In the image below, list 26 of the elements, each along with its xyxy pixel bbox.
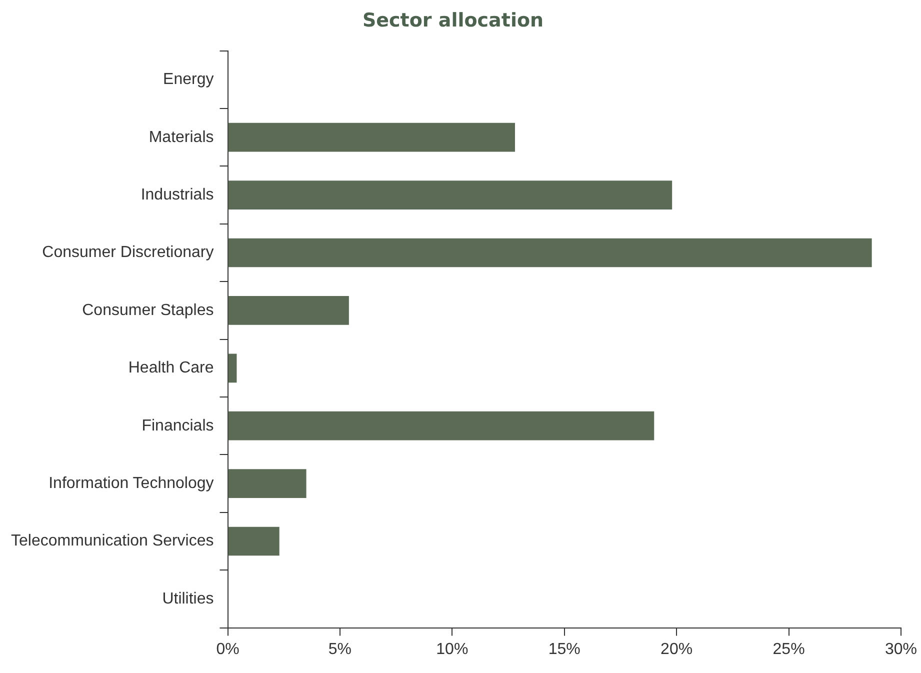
- bar: [228, 526, 280, 556]
- y-tick-label: Information Technology: [48, 474, 214, 492]
- bar: [228, 122, 515, 152]
- y-tick-label: Energy: [163, 71, 214, 88]
- y-tick-label: Health Care: [128, 360, 214, 377]
- bar: [228, 296, 349, 325]
- y-tick-label: Materials: [148, 128, 214, 146]
- bar: [228, 411, 654, 440]
- y-tick-label: Consumer Staples: [82, 302, 214, 319]
- bar: [228, 354, 237, 383]
- bar: [228, 469, 306, 498]
- chart-title: Sector allocation: [362, 9, 544, 32]
- y-tick-label: Industrials: [140, 186, 214, 204]
- x-tick-label: 10%: [436, 640, 468, 658]
- y-tick-label: Consumer Discretionary: [42, 244, 214, 262]
- x-tick-label: 5%: [328, 640, 352, 658]
- bar: [228, 238, 872, 268]
- x-tick-label: 15%: [548, 640, 580, 658]
- y-tick-label: Utilities: [162, 590, 214, 608]
- y-tick-label: Financials: [142, 417, 214, 434]
- x-tick-label: 0%: [216, 640, 240, 658]
- bar: [228, 180, 672, 210]
- x-tick-label: 20%: [660, 640, 693, 658]
- x-tick-label: 30%: [884, 640, 918, 658]
- y-tick-label: Telecommunication Services: [11, 532, 214, 550]
- x-tick-label: 25%: [772, 640, 805, 658]
